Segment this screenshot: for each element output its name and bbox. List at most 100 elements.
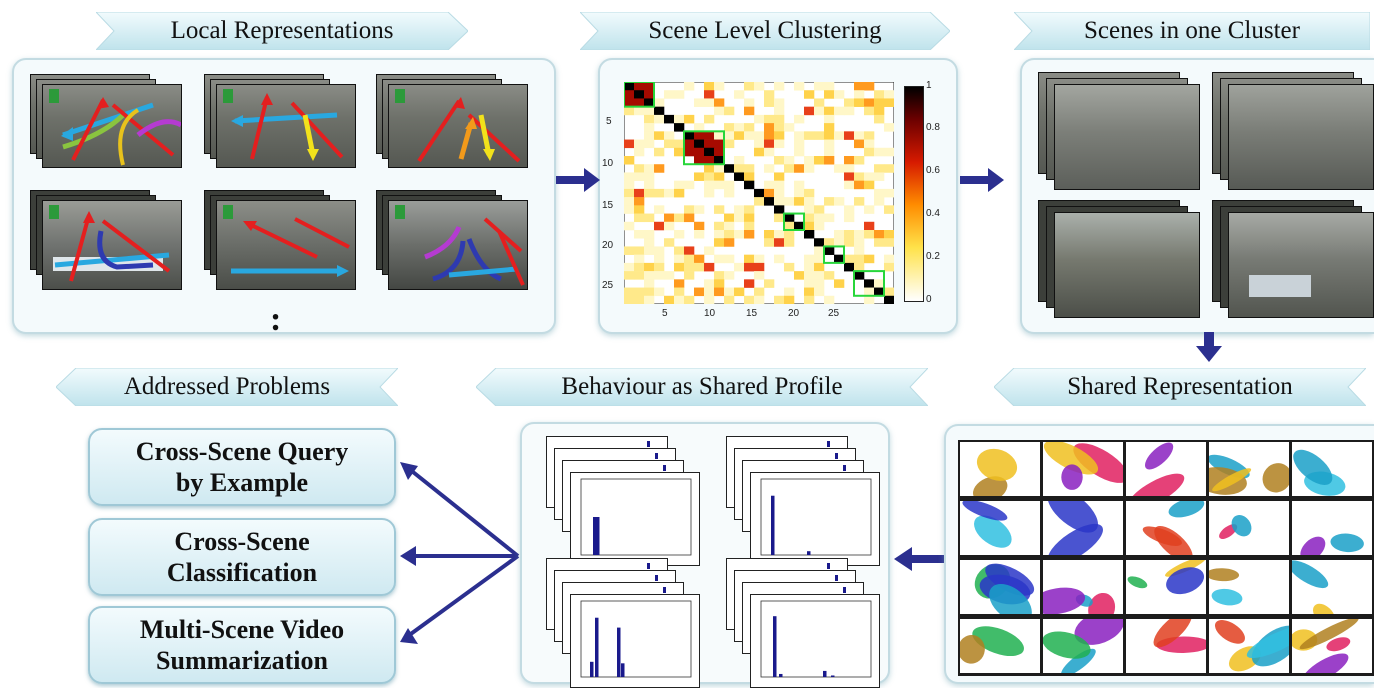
- video-frame: [1054, 212, 1200, 318]
- matrix-cell: [624, 205, 635, 214]
- profile-peek: [655, 453, 658, 459]
- matrix-cell: [854, 98, 865, 107]
- banner-shared-representation: Shared Representation: [994, 368, 1366, 406]
- matrix-cell: [644, 271, 655, 280]
- matrix-cell: [644, 82, 655, 91]
- matrix-cell: [764, 131, 775, 140]
- banner-label: Local Representations: [170, 17, 394, 44]
- topic-tile: [960, 501, 1040, 555]
- matrix-cell: [794, 271, 805, 280]
- matrix-cell: [774, 180, 785, 190]
- matrix-cell: [624, 188, 635, 198]
- matrix-cell: [824, 131, 835, 140]
- matrix-cell: [744, 279, 755, 288]
- matrix-cell: [634, 98, 645, 107]
- topic-tile: [1043, 442, 1123, 496]
- matrix-cell: [764, 114, 775, 124]
- matrix-cell: [784, 213, 795, 223]
- matrix-cell: [814, 131, 825, 140]
- matrix-cell: [654, 114, 665, 124]
- matrix-cell: [694, 172, 705, 181]
- matrix-cell: [774, 188, 785, 198]
- matrix-cell: [714, 82, 725, 91]
- matrix-cell: [714, 164, 725, 173]
- flow-blob: [1262, 463, 1289, 493]
- matrix-cell: [814, 82, 825, 91]
- matrix-cell: [624, 197, 635, 206]
- matrix-cell: [734, 205, 745, 214]
- matrix-cell: [794, 147, 805, 157]
- matrix-cell: [714, 180, 725, 190]
- matrix-cell: [734, 213, 745, 223]
- matrix-cell: [714, 271, 725, 280]
- flow-pattern-icon: [1043, 619, 1123, 673]
- arrow-right-icon: [960, 168, 1004, 192]
- matrix-cell: [654, 246, 665, 255]
- matrix-cell: [654, 106, 665, 116]
- matrix-cell: [744, 131, 755, 140]
- matrix-cell: [724, 254, 735, 264]
- matrix-cell: [774, 123, 785, 132]
- matrix-cell: [884, 254, 894, 264]
- matrix-cell: [804, 188, 815, 198]
- matrix-cell: [724, 188, 735, 198]
- flow-blob: [1211, 588, 1243, 606]
- flow-blob: [1302, 653, 1349, 673]
- flow-blob: [976, 448, 1018, 481]
- histogram-bar: [823, 670, 827, 677]
- matrix-cell: [884, 123, 894, 132]
- profile-peek: [663, 587, 666, 593]
- matrix-cell: [814, 254, 825, 264]
- matrix-cell: [884, 262, 894, 272]
- matrix-cell: [644, 287, 655, 297]
- matrix-cell: [804, 205, 815, 214]
- matrix-cell: [844, 230, 855, 239]
- matrix-cell: [844, 164, 855, 173]
- flow-blob: [1047, 501, 1098, 533]
- matrix-cell: [644, 246, 655, 255]
- video-frame-with-flows: [216, 84, 356, 168]
- matrix-cell: [734, 156, 745, 165]
- matrix-cell: [654, 287, 665, 297]
- flow-pattern-icon: [1209, 568, 1243, 606]
- matrix-cell: [654, 254, 665, 264]
- matrix-cell: [644, 164, 655, 173]
- matrix-cell: [774, 295, 785, 304]
- colorbar-tick: 0.6: [926, 165, 940, 176]
- topic-tile: [1126, 501, 1206, 555]
- matrix-cell: [874, 114, 885, 124]
- topic-tile: [1292, 619, 1372, 673]
- matrix-cell: [704, 180, 715, 190]
- motion-arrows-icon: [223, 205, 350, 277]
- matrix-cell: [874, 188, 885, 198]
- matrix-cell: [854, 82, 865, 91]
- matrix-cell: [884, 205, 894, 214]
- matrix-cell: [704, 164, 715, 173]
- matrix-cell: [814, 262, 825, 272]
- flow-blob: [1127, 576, 1148, 589]
- matrix-y-tick: 25: [602, 280, 614, 291]
- topic-tile: [1043, 560, 1123, 614]
- topic-tile: [1209, 619, 1289, 673]
- matrix-cell: [634, 197, 645, 206]
- matrix-cell: [734, 262, 745, 272]
- matrix-cell: [834, 254, 845, 264]
- matrix-cell: [754, 114, 765, 124]
- matrix-cell: [634, 106, 645, 116]
- matrix-cell: [764, 98, 775, 107]
- matrix-cell: [884, 147, 894, 157]
- matrix-cell: [844, 254, 855, 264]
- matrix-cell: [664, 188, 675, 198]
- matrix-cell: [814, 213, 825, 223]
- video-frame-with-flows: [388, 84, 528, 168]
- matrix-cell: [874, 238, 885, 247]
- matrix-cell: [624, 180, 635, 190]
- profile-peek: [655, 575, 658, 581]
- matrix-cell: [694, 131, 705, 140]
- chevron-right-shape: [96, 12, 468, 50]
- matrix-cell: [654, 262, 665, 272]
- banner-scenes-in-one-cluster: Scenes in one Cluster: [1014, 12, 1370, 50]
- matrix-cell: [804, 254, 815, 264]
- profile-card: [570, 472, 700, 566]
- matrix-cell: [854, 271, 865, 280]
